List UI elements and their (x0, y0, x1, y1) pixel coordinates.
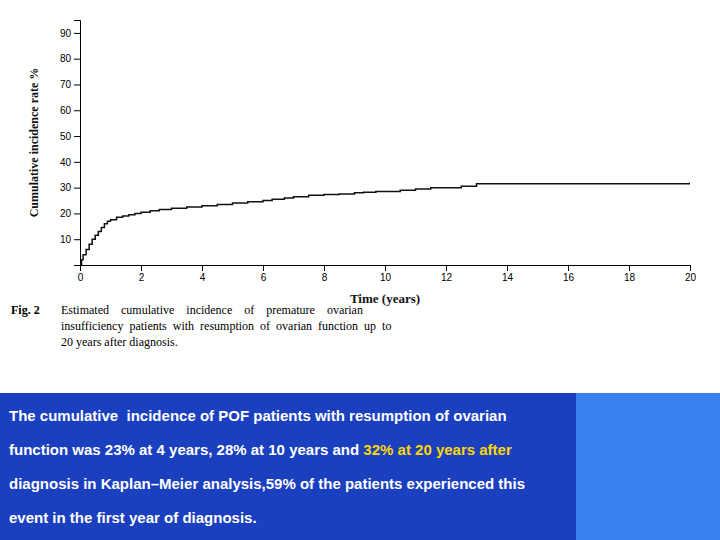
x-axis-line (81, 266, 691, 272)
tick: 16 (563, 265, 575, 283)
tick-label: 0 (78, 272, 84, 283)
tick-mark (74, 188, 80, 189)
highlight-line: event in the first year of diagnosis. (9, 509, 257, 526)
tick: 6 (261, 265, 267, 283)
highlight-text: The cumulative incidence of POF patients… (9, 407, 507, 424)
y-axis: 10 20 30 40 50 60 70 80 90 (60, 21, 81, 266)
tick-mark (74, 162, 80, 163)
tick: 90 (60, 28, 80, 39)
tick: 2 (139, 265, 145, 283)
tick-label: 16 (563, 272, 575, 283)
tick: 14 (502, 265, 514, 283)
tick-mark (629, 265, 630, 271)
highlight-text: function was 23% at 4 years, 28% at 10 y… (9, 441, 363, 458)
highlight-text: 32% at 20 years after (363, 441, 512, 458)
caption-line: insufficiency patients with resumption o… (61, 319, 391, 333)
tick-label: 80 (60, 53, 72, 64)
tick: 18 (624, 265, 636, 283)
x-axis: 0 2 4 6 8 10 12 14 16 18 20 (78, 265, 697, 283)
tick-label: 4 (200, 272, 206, 283)
tick-label: 10 (60, 234, 72, 245)
tick: 20 (685, 265, 697, 283)
tick-mark (74, 59, 80, 60)
tick: 70 (60, 79, 80, 90)
tick-mark (263, 265, 264, 271)
tick: 50 (60, 131, 80, 142)
tick-label: 18 (624, 272, 636, 283)
highlight-text: event in the first year of diagnosis. (9, 509, 257, 526)
y-axis-title: Cumulative incidence rate % (27, 68, 41, 218)
highlight-line: The cumulative incidence of POF patients… (9, 407, 507, 424)
tick-mark (385, 265, 386, 271)
tick-label: 14 (502, 272, 514, 283)
tick: 30 (60, 182, 80, 193)
tick-mark (74, 84, 80, 85)
caption-line: 20 years after diagnosis. (61, 335, 178, 349)
tick-label: 6 (261, 272, 267, 283)
tick: 20 (60, 208, 80, 219)
tick: 40 (60, 157, 80, 168)
tick-label: 20 (685, 272, 697, 283)
highlight-box (0, 393, 720, 540)
tick-mark (690, 265, 691, 271)
tick: 60 (60, 105, 80, 116)
tick-label: 60 (60, 105, 72, 116)
chart: 02468101214161820102030405060708090Time … (0, 0, 720, 540)
tick-label: 12 (441, 272, 453, 283)
caption-label: Fig. 2 (11, 303, 40, 317)
tick: 4 (200, 265, 206, 283)
tick-mark (74, 110, 80, 111)
highlight-line: diagnosis in Kaplan–Meier analysis,59% o… (9, 475, 525, 492)
tick-mark (141, 265, 142, 271)
tick-mark (446, 265, 447, 271)
tick-mark (74, 136, 80, 137)
tick: 10 (380, 265, 392, 283)
highlight-box-right (576, 393, 720, 540)
tick: 0 (78, 265, 84, 283)
tick-label: 8 (322, 272, 328, 283)
tick-mark (568, 265, 569, 271)
marks (80, 182, 690, 265)
tick: 10 (60, 234, 80, 245)
tick-label: 50 (60, 131, 72, 142)
tick-mark (74, 239, 80, 240)
caption-line: Estimated cumulative incidence of premat… (61, 303, 363, 317)
tick-label: 30 (60, 182, 72, 193)
highlight-line: function was 23% at 4 years, 28% at 10 y… (9, 441, 512, 458)
tick-label: 2 (139, 272, 145, 283)
tick: 12 (441, 265, 453, 283)
tick-mark (507, 265, 508, 271)
plot-area: 0 2 4 6 8 10 12 14 16 18 20 10 20 30 40 50 60 70 80 90 (60, 21, 697, 284)
tick: 8 (322, 265, 328, 283)
tick-label: 40 (60, 157, 72, 168)
tick-mark (202, 265, 203, 271)
tick-label: 70 (60, 79, 72, 90)
tick-mark (74, 213, 80, 214)
tick: 80 (60, 53, 80, 64)
tick-mark (324, 265, 325, 271)
tick-label: 10 (380, 272, 392, 283)
y-axis-line (74, 21, 81, 266)
tick-mark (74, 33, 80, 34)
tick-label: 90 (60, 28, 72, 39)
highlight-text: diagnosis in Kaplan–Meier analysis,59% o… (9, 475, 525, 492)
step-curve (80, 182, 690, 265)
tick-label: 20 (60, 208, 72, 219)
